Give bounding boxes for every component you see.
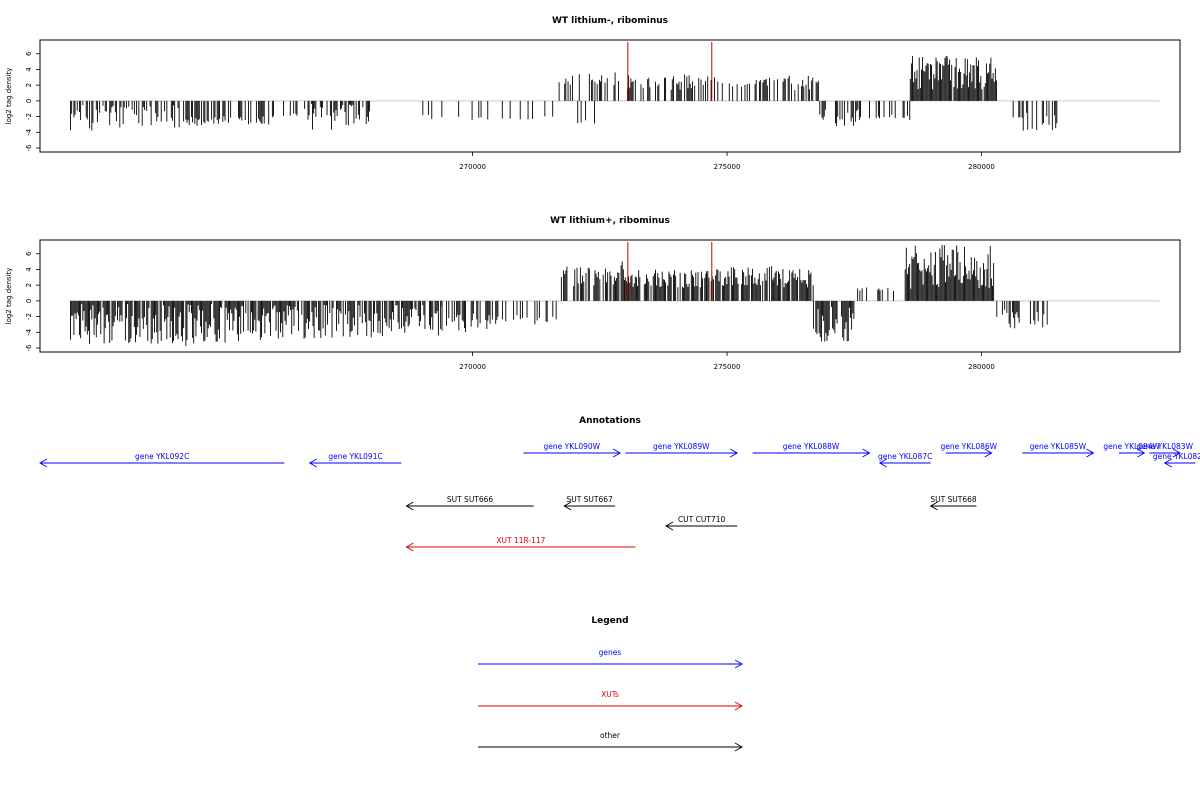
annotation-feature: SUT SUT667 — [563, 495, 616, 511]
feature-label: SUT SUT666 — [447, 495, 494, 504]
panel-lithium-plus: WT lithium+, ribominus 6 4 2 0 -2 -4 -6 log2 t… — [5, 216, 1181, 371]
annotation-feature: gene YKL092C — [39, 452, 285, 468]
annotation-feature: gene YKL089W — [625, 442, 739, 458]
feature-label: gene YKL087C — [878, 452, 932, 461]
arrow-head — [1086, 448, 1095, 458]
annotation-feature: XUT 11R-117 — [405, 536, 636, 552]
arrow-head — [405, 542, 414, 552]
y-tick-label: -2 — [25, 113, 33, 120]
legend-entry: other — [478, 731, 743, 752]
arrow-head — [730, 448, 739, 458]
panel2-markers — [627, 242, 713, 301]
legend-label: other — [600, 731, 621, 740]
annotation-feature: gene YKL084W — [1103, 442, 1160, 458]
y-tick-label: 0 — [25, 299, 33, 303]
arrow-head — [929, 501, 938, 511]
feature-label: gene YKL088W — [783, 442, 840, 451]
annotation-feature: gene YKL083W — [1136, 442, 1194, 458]
y-tick-label: 6 — [25, 251, 33, 256]
y-tick-label: -6 — [25, 344, 33, 352]
legend-entry: genes — [478, 648, 743, 669]
annotations-panel: Annotations gene YKL092C gene YKL091Cgene… — [39, 416, 1200, 552]
feature-label: gene YKL092C — [135, 452, 189, 461]
x-tick-label: 270000 — [459, 163, 486, 171]
arrow-head — [878, 458, 887, 468]
legend-panel: Legend genes XUTs other — [478, 616, 743, 752]
x-tick-label: 275000 — [714, 163, 741, 171]
annotation-feature: SUT SUT666 — [405, 495, 534, 511]
annotation-feature: gene YKL091C — [308, 452, 402, 468]
annotation-feature: gene YKL086W — [941, 442, 998, 458]
panel-lithium-minus: WT lithium-, ribominus 6 4 2 0 -2 -4 -6 log2 t… — [5, 16, 1181, 171]
y-tick-label: -2 — [25, 313, 33, 320]
arrow-head — [984, 448, 993, 458]
panel2-y-axis-label: log2 tag density — [5, 268, 13, 325]
arrow-head — [563, 501, 572, 511]
arrow-head — [39, 458, 48, 468]
feature-label: gene YKL082C — [1153, 452, 1200, 461]
annotation-feature: gene YKL088W — [752, 442, 871, 458]
y-tick-label: -6 — [25, 144, 33, 152]
x-tick-label: 280000 — [968, 163, 995, 171]
feature-label: gene YKL091C — [328, 452, 382, 461]
y-tick-label: 2 — [25, 283, 33, 287]
annotation-feature: gene YKL082C — [1153, 452, 1200, 468]
panel1-y-axis-label: log2 tag density — [5, 68, 13, 125]
arrow-head — [405, 501, 414, 511]
annotation-feature: gene YKL090W — [523, 442, 622, 458]
arrow-head — [1172, 448, 1181, 458]
legend-title: Legend — [591, 616, 628, 626]
feature-label: SUT SUT667 — [566, 495, 613, 504]
legend-entry: XUTs — [478, 690, 743, 711]
panel1-bars — [70, 55, 1160, 131]
arrow-head — [734, 742, 743, 752]
arrow-head — [734, 701, 743, 711]
arrow-head — [308, 458, 317, 468]
annotation-feature: CUT CUT710 — [665, 515, 738, 531]
feature-label: gene YKL083W — [1136, 442, 1193, 451]
panel2-x-axis: 270000 275000 280000 — [459, 352, 995, 371]
feature-label: gene YKL085W — [1030, 442, 1087, 451]
panel2-bars — [70, 244, 1160, 346]
arrow-head — [1137, 448, 1146, 458]
x-tick-label: 280000 — [968, 363, 995, 371]
legend-label: genes — [599, 648, 622, 657]
panel1-markers — [627, 42, 713, 101]
panel1-title: WT lithium-, ribominus — [552, 16, 668, 26]
arrow-head — [1163, 458, 1172, 468]
feature-label: SUT SUT668 — [930, 495, 977, 504]
annotation-feature: SUT SUT668 — [929, 495, 977, 511]
feature-label: gene YKL090W — [544, 442, 601, 451]
x-tick-label: 270000 — [459, 363, 486, 371]
legend-label: XUTs — [601, 690, 619, 699]
annotation-feature: gene YKL085W — [1022, 442, 1095, 458]
feature-label: gene YKL086W — [941, 442, 998, 451]
annotation-tracks: gene YKL092C gene YKL091C gene YKL090W gene… — [39, 442, 1200, 552]
y-tick-label: 2 — [25, 83, 33, 87]
feature-label: CUT CUT710 — [678, 515, 726, 524]
y-tick-label: 4 — [25, 267, 33, 272]
x-tick-label: 275000 — [714, 363, 741, 371]
y-tick-label: 4 — [25, 67, 33, 72]
feature-label: XUT 11R-117 — [496, 536, 545, 545]
annotations-title: Annotations — [579, 416, 641, 426]
panel2-title: WT lithium+, ribominus — [550, 216, 670, 226]
panel1-y-axis: 6 4 2 0 -2 -4 -6 — [25, 51, 41, 152]
panel2-y-axis: 6 4 2 0 -2 -4 -6 — [25, 251, 41, 352]
panel1-x-axis: 270000 275000 280000 — [459, 152, 995, 171]
feature-label: gene YKL084W — [1103, 442, 1160, 451]
arrow-head — [665, 521, 674, 531]
annotation-feature: gene YKL087C — [878, 452, 932, 468]
panel1-plot-frame — [39, 39, 1181, 153]
legend-items: genes XUTs other — [478, 648, 743, 752]
y-tick-label: -4 — [25, 328, 33, 336]
arrow-head — [862, 448, 871, 458]
y-tick-label: -4 — [25, 128, 33, 136]
feature-label: gene YKL089W — [653, 442, 710, 451]
y-tick-label: 0 — [25, 99, 33, 103]
arrow-head — [734, 659, 743, 669]
arrow-head — [612, 448, 622, 458]
y-tick-label: 6 — [25, 51, 33, 56]
